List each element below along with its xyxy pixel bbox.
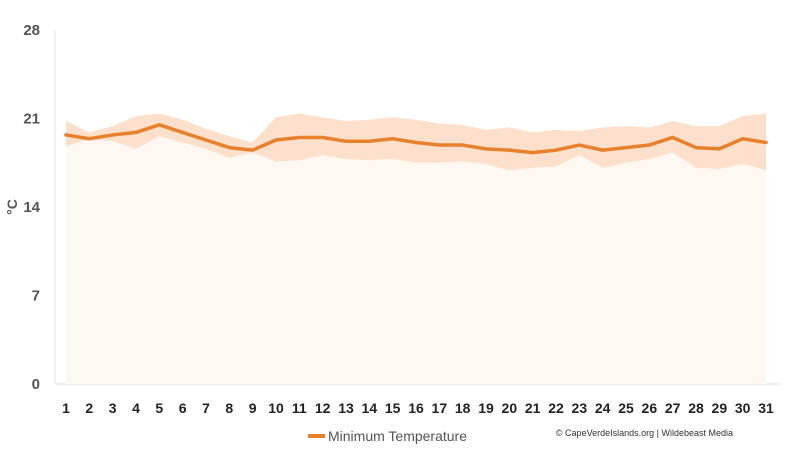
x-tick-label: 6	[179, 400, 187, 416]
x-tick-label: 15	[385, 400, 401, 416]
y-tick-label: 28	[23, 22, 40, 39]
x-tick-label: 28	[688, 400, 704, 416]
x-tick-label: 24	[595, 400, 611, 416]
x-tick-label: 14	[362, 400, 378, 416]
x-tick-label: 27	[665, 400, 681, 416]
y-tick-label: 14	[23, 199, 40, 216]
x-tick-label: 8	[225, 400, 233, 416]
x-tick-label: 5	[155, 400, 163, 416]
x-tick-labels: 1 2 3 4 5 6 7 8 9 10 11 12 13 14 15 16 17 18 19 20 21 22 23 24 2…	[62, 400, 774, 416]
y-axis-label: °C	[4, 199, 20, 215]
x-tick-label: 25	[618, 400, 634, 416]
x-tick-label: 30	[735, 400, 751, 416]
x-tick-label: 26	[642, 400, 658, 416]
legend: Minimum Temperature	[308, 428, 467, 444]
x-tick-label: 10	[268, 400, 284, 416]
x-tick-label: 11	[292, 400, 307, 416]
series-line-minimum-temperature	[64, 123, 768, 155]
x-tick-label: 13	[338, 400, 354, 416]
legend-label: Minimum Temperature	[328, 428, 467, 444]
range-band-layer	[66, 113, 766, 384]
x-tick-label: 31	[758, 400, 774, 416]
area-fill	[66, 136, 766, 384]
y-tick-label: 7	[32, 288, 40, 305]
x-tick-label: 23	[572, 400, 588, 416]
x-tick-label: 1	[62, 400, 70, 416]
x-tick-label: 2	[85, 400, 93, 416]
x-tick-label: 18	[455, 400, 471, 416]
credit-text: © CapeVerdeIslands.org | Wildebeast Medi…	[556, 428, 733, 438]
x-tick-label: 19	[478, 400, 494, 416]
x-tick-label: 17	[432, 400, 448, 416]
x-tick-label: 21	[525, 400, 541, 416]
x-tick-label: 7	[202, 400, 210, 416]
x-tick-label: 4	[132, 400, 140, 416]
y-tick-label: 21	[23, 111, 40, 128]
x-tick-label: 20	[502, 400, 518, 416]
y-tick-label: 0	[32, 376, 40, 393]
series-line-layer	[64, 123, 768, 155]
x-tick-label: 3	[109, 400, 117, 416]
x-tick-label: 22	[548, 400, 564, 416]
x-tick-label: 12	[315, 400, 331, 416]
x-tick-label: 9	[249, 400, 257, 416]
x-tick-label: 16	[408, 400, 424, 416]
x-tick-label: 29	[712, 400, 728, 416]
y-tick-labels: 0 7 14 21 28	[23, 22, 40, 393]
